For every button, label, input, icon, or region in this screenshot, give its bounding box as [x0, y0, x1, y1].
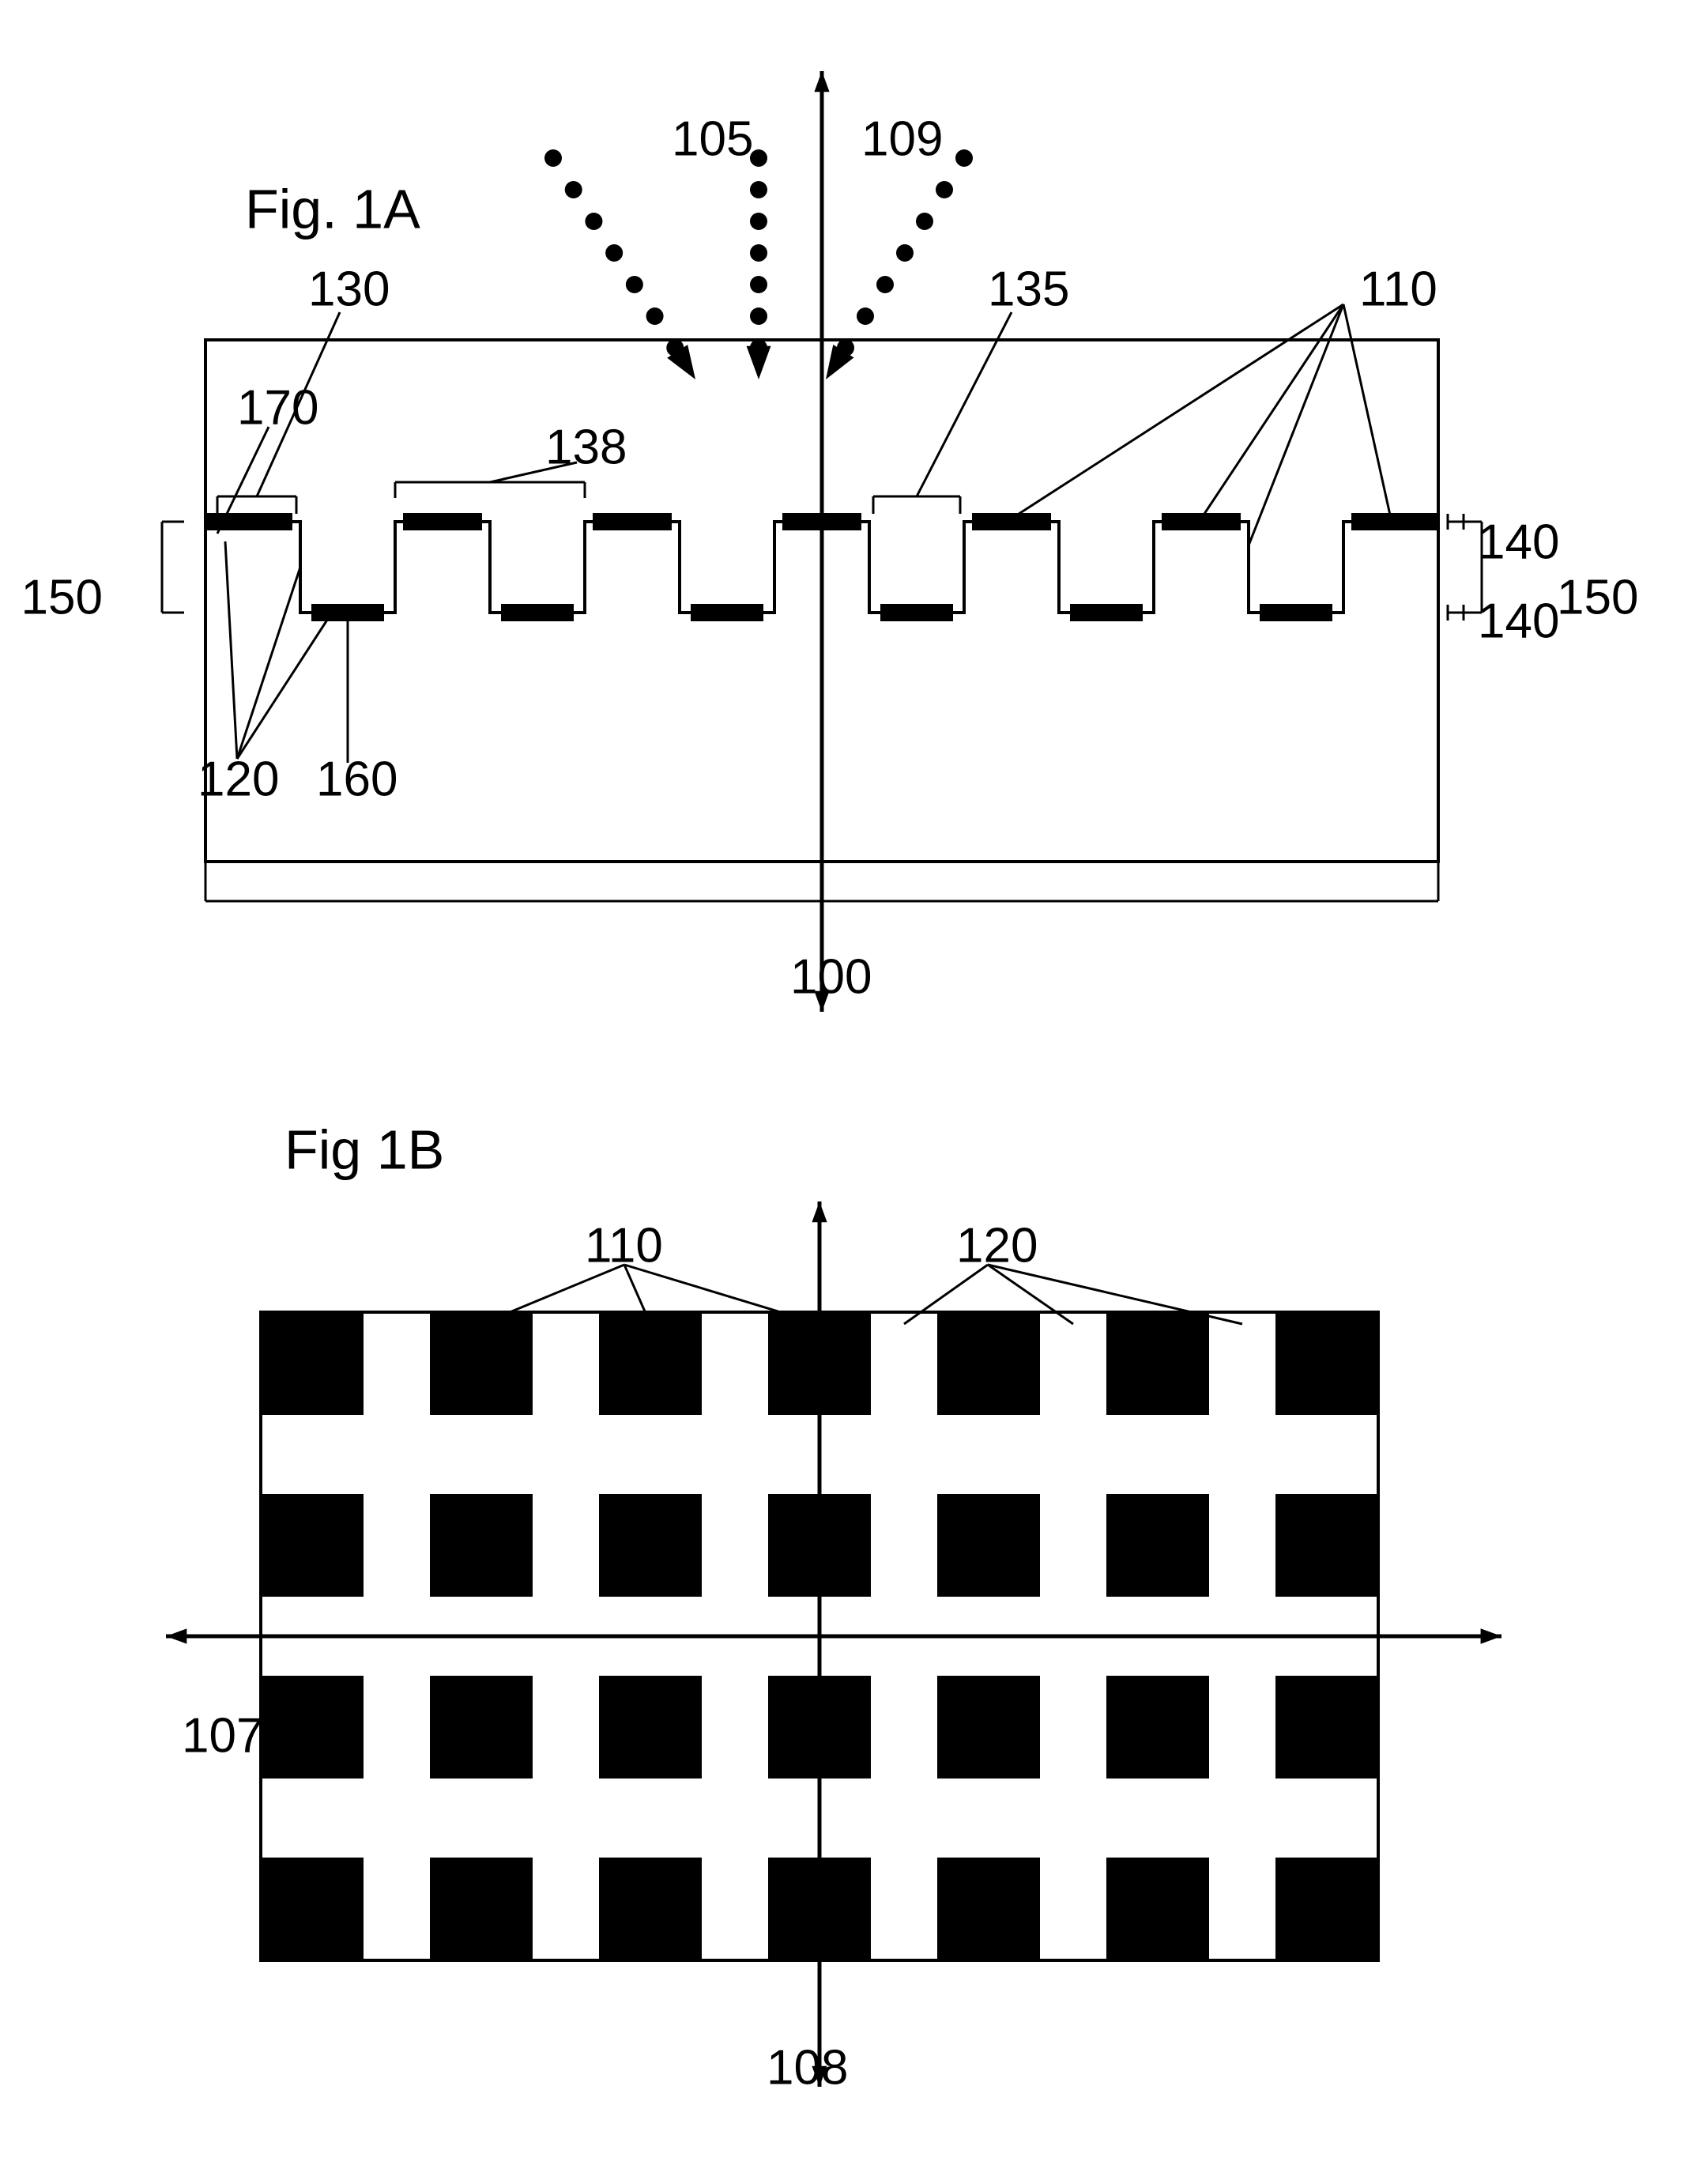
- grid-square: [937, 1676, 1040, 1779]
- grid-square: [430, 1676, 533, 1779]
- dotted-arrow-dot: [916, 213, 933, 230]
- top-bar: [1351, 513, 1438, 530]
- svg-text:110: 110: [1359, 262, 1437, 316]
- grid-square: [599, 1676, 702, 1779]
- bot-bar: [691, 604, 763, 621]
- bot-bar: [1260, 604, 1332, 621]
- grid-square: [261, 1676, 364, 1779]
- dotted-arrow-dot: [936, 181, 953, 198]
- dotted-arrow-dot: [565, 181, 582, 198]
- svg-text:140: 140: [1478, 515, 1559, 569]
- dotted-arrow-dot: [896, 244, 914, 262]
- grid-square: [599, 1494, 702, 1597]
- grid-square: [937, 1858, 1040, 1960]
- top-bar: [403, 513, 482, 530]
- grid-square: [1106, 1858, 1209, 1960]
- dotted-arrow-dot: [955, 149, 973, 167]
- svg-text:108: 108: [767, 2040, 848, 2095]
- svg-text:140: 140: [1478, 594, 1559, 648]
- top-bar: [972, 513, 1051, 530]
- figure-1a: Fig. 1A105109130135110170138150150140140…: [21, 71, 1639, 1012]
- dotted-arrow-dot: [857, 307, 874, 325]
- top-bar: [205, 513, 292, 530]
- grid-square: [430, 1312, 533, 1415]
- svg-text:150: 150: [1557, 570, 1638, 624]
- figure-1b: Fig 1B 110 120 107 108: [166, 1118, 1501, 2095]
- svg-text:Fig. 1A: Fig. 1A: [245, 178, 420, 240]
- svg-text:100: 100: [790, 949, 872, 1004]
- svg-text:160: 160: [316, 752, 397, 806]
- dotted-arrow-dot: [544, 149, 562, 167]
- svg-text:170: 170: [237, 380, 318, 435]
- grid-square: [937, 1312, 1040, 1415]
- grid-square: [599, 1312, 702, 1415]
- svg-text:110: 110: [585, 1218, 663, 1273]
- dotted-arrow-dot: [876, 276, 894, 293]
- grid-square: [430, 1494, 533, 1597]
- grid-square: [261, 1494, 364, 1597]
- dotted-arrow-dot: [750, 244, 767, 262]
- svg-text:130: 130: [308, 262, 390, 316]
- dotted-arrow-dot: [750, 181, 767, 198]
- svg-text:120: 120: [198, 752, 279, 806]
- dotted-arrow-dot: [626, 276, 643, 293]
- grid-square: [1275, 1858, 1378, 1960]
- bot-bar: [1070, 604, 1143, 621]
- svg-text:105: 105: [672, 111, 753, 166]
- svg-text:150: 150: [21, 570, 103, 624]
- grid-square: [599, 1858, 702, 1960]
- svg-text:107: 107: [182, 1708, 263, 1763]
- grid-square: [1275, 1494, 1378, 1597]
- dotted-arrow-dot: [646, 307, 664, 325]
- svg-text:Fig 1B: Fig 1B: [284, 1118, 444, 1180]
- svg-text:120: 120: [956, 1218, 1038, 1273]
- grid-square: [430, 1858, 533, 1960]
- grid-square: [1275, 1312, 1378, 1415]
- bot-bar: [880, 604, 953, 621]
- grid-square: [1106, 1312, 1209, 1415]
- bot-bar: [501, 604, 574, 621]
- dotted-arrow-dot: [750, 276, 767, 293]
- grid-square: [1275, 1676, 1378, 1779]
- dotted-arrow-dot: [605, 244, 623, 262]
- grid-square: [1106, 1676, 1209, 1779]
- svg-text:135: 135: [988, 262, 1069, 316]
- dotted-arrow-dot: [750, 307, 767, 325]
- svg-text:138: 138: [545, 420, 627, 474]
- grid-square: [937, 1494, 1040, 1597]
- top-bar: [1162, 513, 1241, 530]
- svg-text:109: 109: [861, 111, 943, 166]
- dotted-arrow-dot: [750, 213, 767, 230]
- grid-square: [261, 1858, 364, 1960]
- grid-square: [261, 1312, 364, 1415]
- dotted-arrow-dot: [585, 213, 602, 230]
- grid-square: [1106, 1494, 1209, 1597]
- top-bar: [593, 513, 672, 530]
